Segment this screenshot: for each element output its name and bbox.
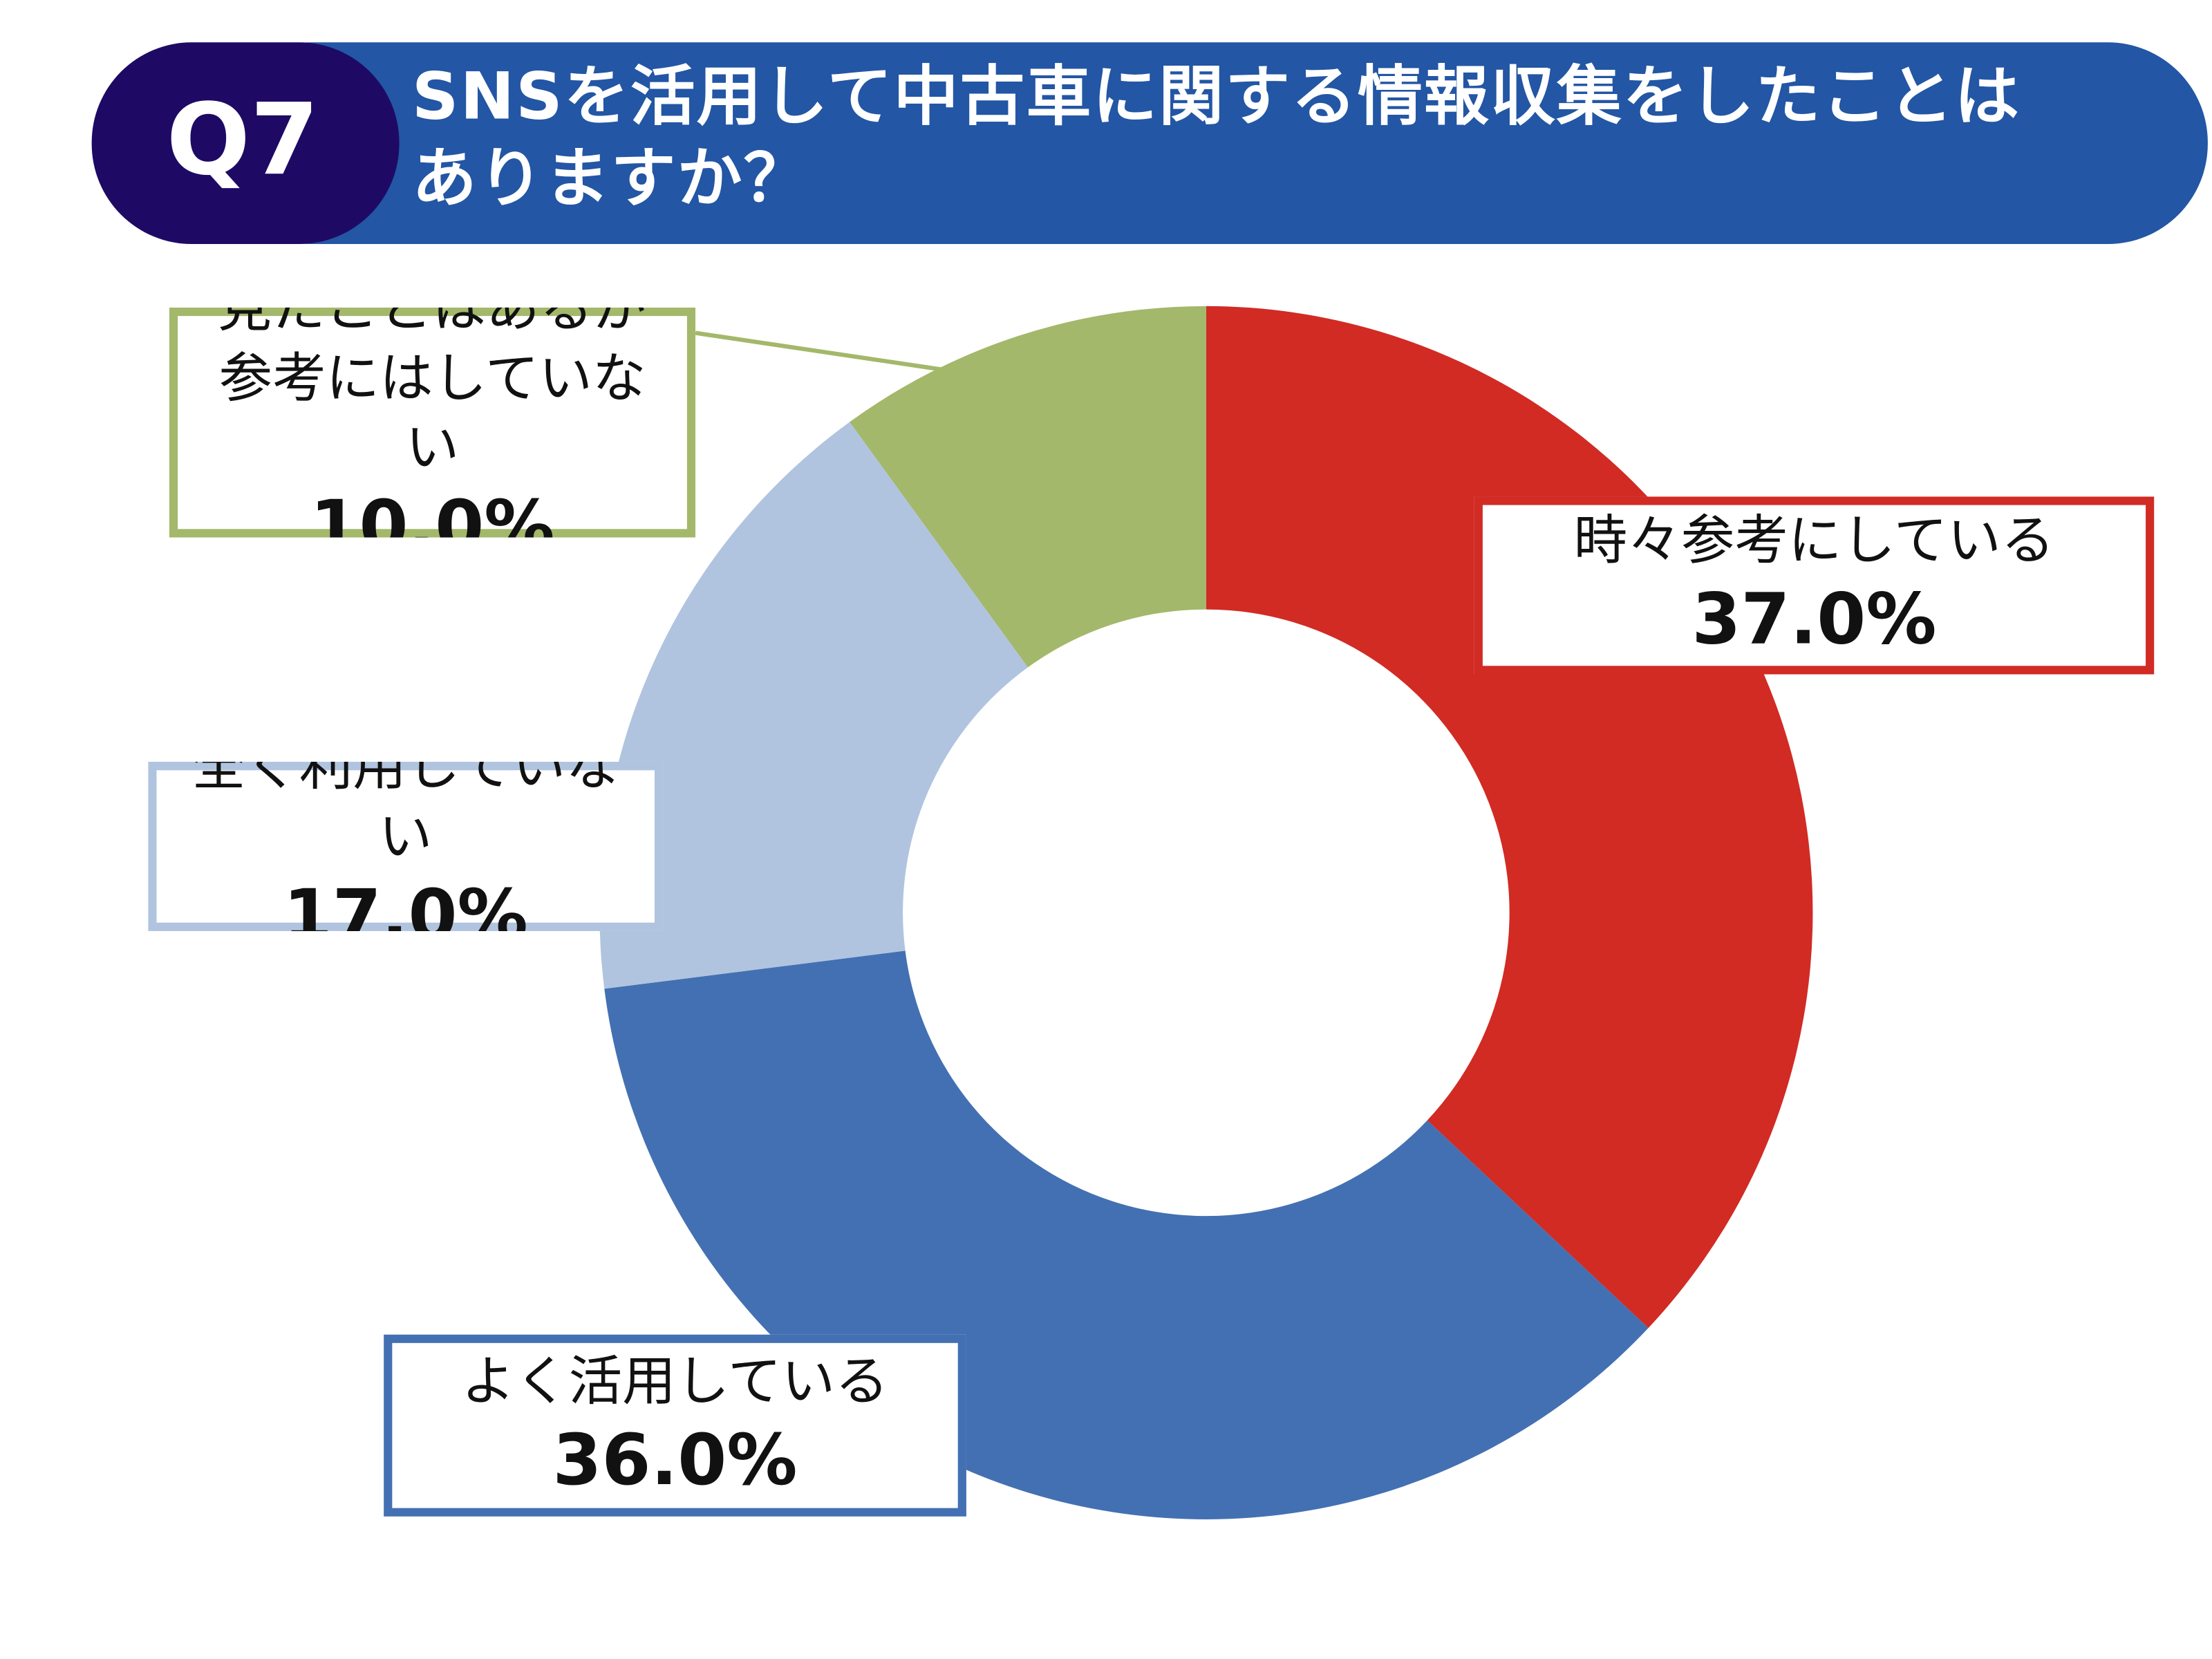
label: 見たことはあるが参考にはしていない 10.0%: [169, 307, 696, 538]
label-box: 時々参考にしている 37.0%: [1474, 496, 2155, 675]
label: 時々参考にしている 37.0%: [1474, 496, 2155, 675]
value-label: 17.0%: [283, 874, 528, 931]
value-label: 10.0%: [310, 485, 555, 538]
title-bar: [212, 42, 2208, 245]
title-box: SNSを活用して中古車に関する情報収集をしたことはありますか？: [411, 57, 2021, 216]
value-label: 37.0%: [1691, 579, 1937, 661]
label: 全く利用していない 17.0%: [148, 762, 664, 931]
category-label: 全く利用していない: [191, 762, 619, 868]
badge-text: Q7: [167, 82, 319, 197]
label-box: 見たことはあるが参考にはしていない 10.0%: [169, 307, 696, 538]
badge: [91, 42, 400, 245]
chart-title: SNSを活用して中古車に関する情報収集をしたことはありますか？: [411, 57, 2021, 216]
leader-line: [695, 330, 943, 372]
label-box: 全く利用していない 17.0%: [148, 762, 664, 931]
donut-slice: [850, 306, 1206, 668]
donut-slice: [1206, 306, 1813, 1329]
category-label: 見たことはあるが参考にはしていない: [218, 307, 647, 478]
donut-slice: [599, 422, 1028, 989]
category-label: よく活用している: [461, 1349, 889, 1412]
category-label: 時々参考にしている: [1573, 509, 2055, 572]
value-label: 36.0%: [552, 1418, 798, 1501]
label: よく活用している 36.0%: [384, 1334, 966, 1517]
